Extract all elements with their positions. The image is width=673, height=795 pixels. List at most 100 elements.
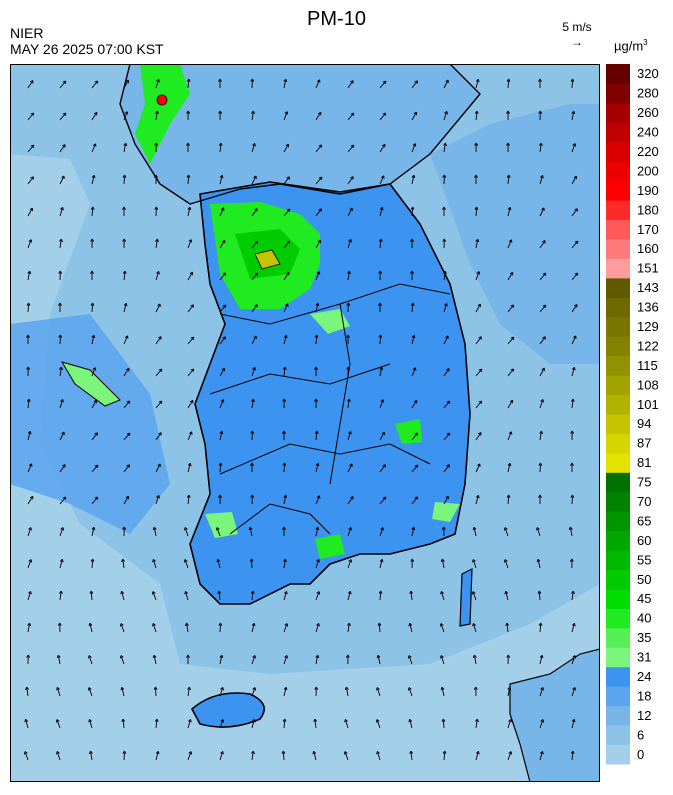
wind-arrow-head [90, 302, 95, 306]
wind-arrow-head [541, 207, 545, 211]
wind-arrow-head [475, 718, 479, 723]
wind-arrow-head [538, 110, 543, 114]
wind-arrow-head [91, 174, 96, 179]
wind-arrow [473, 655, 477, 665]
wind-arrow [283, 272, 290, 281]
wind-arrow-head [441, 526, 446, 530]
wind-arrow-head [90, 238, 95, 242]
wind-arrow [219, 687, 224, 697]
wind-arrow [123, 143, 127, 153]
wind-arrow [184, 527, 189, 537]
wind-arrow [410, 591, 413, 601]
wind-arrow [283, 240, 290, 249]
wind-arrow-head [125, 79, 129, 84]
wind-arrow-head [126, 400, 131, 404]
wind-arrow-head [218, 494, 222, 498]
wind-arrow-head [58, 302, 62, 306]
wind-arrow-head [283, 591, 288, 595]
wind-arrow [379, 80, 387, 89]
wind-arrow [379, 399, 384, 409]
wind-arrow [443, 79, 449, 89]
wind-arrow [539, 175, 544, 185]
wind-arrow [507, 494, 510, 505]
legend-label: 40 [637, 611, 651, 626]
wind-arrow [507, 687, 511, 697]
wind-arrow-head [58, 270, 63, 274]
wind-arrow-head [252, 143, 256, 147]
wind-arrow [475, 463, 481, 473]
legend-swatch [606, 725, 630, 746]
wind-arrow-head [88, 719, 93, 723]
wind-arrow [347, 496, 354, 505]
wind-arrow-head [475, 494, 480, 499]
wind-arrow-head [344, 719, 348, 723]
wind-arrow-head [506, 142, 510, 146]
legend-label: 260 [637, 105, 659, 120]
wind-arrow [251, 335, 257, 345]
wind-arrow [59, 80, 67, 89]
wind-arrow [123, 432, 131, 441]
wind-arrow-head [250, 462, 254, 466]
wind-arrow-head [251, 750, 255, 755]
legend-swatch [606, 608, 630, 629]
wind-arrow-head [283, 558, 287, 563]
wind-arrow-head [220, 687, 224, 691]
wind-arrow [219, 751, 224, 761]
wind-arrow [283, 559, 286, 569]
wind-arrow-head [190, 336, 195, 341]
wind-arrow-head [350, 112, 355, 117]
wind-arrow [315, 303, 319, 313]
wind-arrow [25, 719, 29, 729]
wind-arrow-head [59, 238, 63, 243]
wind-arrow-head [350, 144, 355, 149]
wind-arrow-head [253, 335, 257, 340]
wind-arrow-head [120, 590, 125, 595]
wind-arrow [443, 335, 449, 345]
wind-arrow [121, 687, 125, 697]
wind-arrow [507, 463, 511, 473]
wind-arrow-head [152, 623, 156, 627]
wind-arrow-head [539, 751, 544, 755]
wind-arrow [443, 750, 446, 761]
wind-arrow-head [158, 432, 162, 436]
wind-arrow [155, 495, 160, 505]
open-sea-light [10, 154, 600, 782]
wind-arrow [283, 143, 289, 153]
wind-arrow [187, 304, 194, 313]
wind-arrow-head [344, 686, 349, 691]
wind-arrow-head [317, 239, 322, 244]
wind-arrow-head [411, 526, 416, 531]
wind-arrow-head [218, 110, 223, 114]
wind-arrow [379, 559, 383, 569]
legend-swatch [606, 200, 630, 221]
wind-arrow [88, 655, 93, 665]
wind-arrow-head [348, 239, 352, 243]
wind-arrow-head [407, 655, 412, 659]
wind-arrow [507, 400, 513, 409]
wind-arrow [539, 462, 541, 473]
wind-arrow-head [542, 336, 546, 340]
wind-arrow [251, 111, 254, 121]
wind-arrow-head [478, 432, 482, 436]
wind-arrow-head [249, 558, 254, 562]
wind-arrow-head [218, 142, 223, 146]
wind-arrow-head [282, 398, 287, 402]
wind-arrow [27, 623, 31, 633]
wind-arrow [507, 272, 514, 281]
province-borders [209, 283, 451, 535]
wind-arrow-head [30, 80, 34, 84]
wind-arrow-head [157, 303, 161, 308]
wind-arrow-head [382, 80, 387, 85]
wind-arrow [411, 206, 414, 217]
wind-arrow [315, 463, 319, 473]
legend-label: 55 [637, 552, 651, 567]
wind-arrow [411, 80, 418, 89]
wind-arrow [152, 591, 157, 601]
wind-arrow-head [379, 558, 384, 563]
wind-arrow [443, 432, 451, 441]
wind-arrow-head [216, 558, 221, 563]
wind-arrow [507, 431, 512, 441]
wind-arrow [187, 207, 191, 217]
wind-arrow [251, 591, 254, 601]
wind-arrow [539, 655, 543, 665]
